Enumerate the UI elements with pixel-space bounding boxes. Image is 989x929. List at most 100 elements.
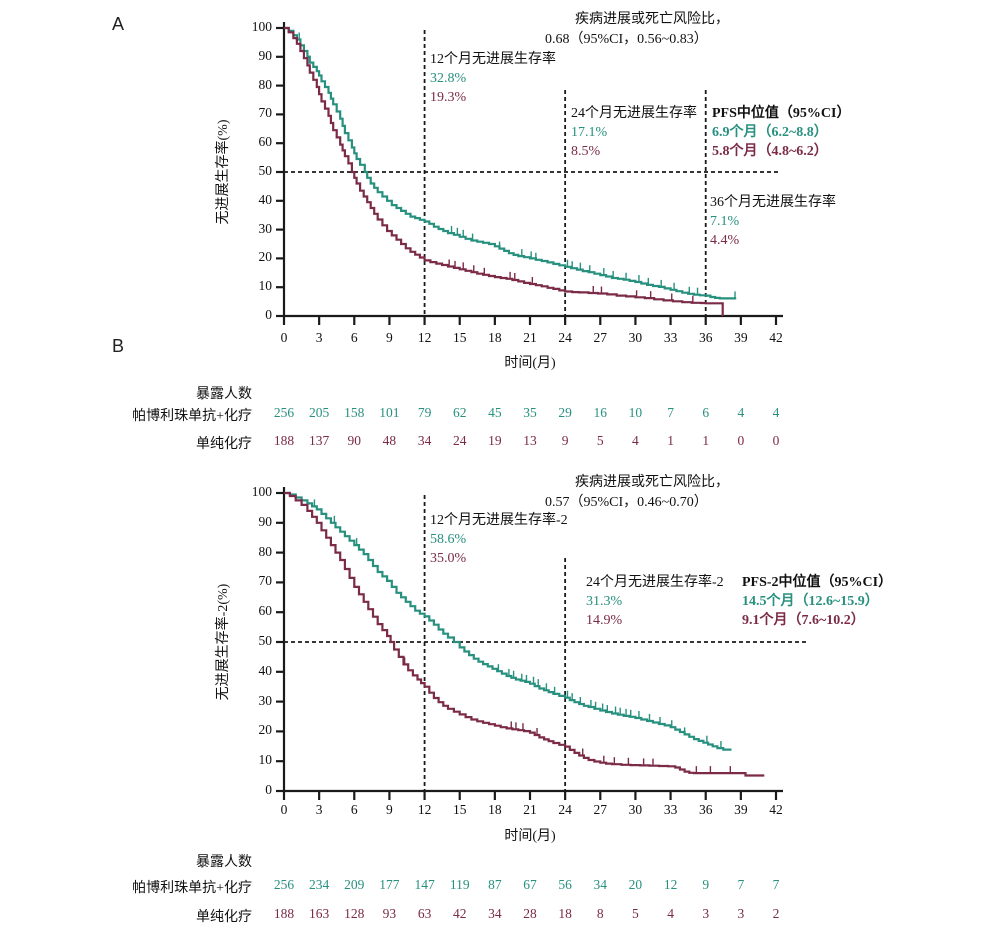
risk-table-value: 79 — [417, 405, 432, 420]
panel-b-24mo-title: 24个月无进展生存率-2 — [586, 575, 724, 590]
y-tick-label: 90 — [258, 513, 273, 529]
risk-table-row-label: 单纯化疗 — [196, 437, 252, 452]
y-tick-label: 10 — [258, 278, 273, 294]
x-tick-label: 18 — [488, 802, 502, 817]
panel-a-label: A — [112, 14, 125, 34]
y-tick-label: 70 — [258, 105, 273, 121]
risk-table-value: 4 — [737, 405, 745, 420]
panel-a-36mo-maroon-value: 4.4% — [710, 233, 740, 248]
risk-table-value: 188 — [273, 433, 295, 448]
x-tick-label: 6 — [350, 330, 358, 345]
risk-table-value: 34 — [593, 877, 608, 892]
panel-b-24mo-annotation: 24个月无进展生存率-2 31.3% 14.9% — [586, 573, 724, 630]
y-tick-label: 60 — [258, 134, 273, 150]
panel-b-24mo-maroon-value: 14.9% — [586, 613, 623, 628]
x-tick-label: 12 — [417, 330, 432, 345]
risk-table-value: 1 — [702, 433, 710, 448]
x-tick-label: 3 — [315, 802, 323, 817]
risk-table-value: 0 — [737, 433, 745, 448]
risk-table-value: 4 — [667, 906, 674, 921]
panel-a-median-annotation: PFS中位值（95%CI） 6.9个月（6.2~8.8） 5.8个月（4.8~6… — [712, 104, 850, 161]
panel-b-12mo-teal-value: 58.6% — [430, 532, 467, 547]
y-tick-label: 0 — [265, 307, 272, 322]
panel-b-x-axis-title: 时间(月) — [504, 829, 556, 844]
risk-table-value: 177 — [379, 877, 400, 892]
risk-table-value: 16 — [593, 405, 608, 420]
x-tick-label: 0 — [280, 802, 288, 817]
risk-table-value: 12 — [663, 877, 678, 892]
panel-a-hr-line1: 疾病进展或死亡风险比， — [575, 12, 729, 27]
panel-a-36mo-title: 36个月无进展生存率 — [710, 195, 836, 210]
x-tick-label: 0 — [280, 330, 288, 345]
panel-a-36mo-teal-value: 7.1% — [710, 214, 740, 229]
risk-table-value: 3 — [702, 906, 710, 921]
x-tick-label: 21 — [523, 330, 537, 345]
risk-table-value: 1 — [667, 433, 674, 448]
x-tick-label: 6 — [350, 802, 358, 817]
x-tick-label: 15 — [452, 802, 467, 817]
panel-b-label: B — [112, 336, 125, 356]
panel-b-median-maroon-value: 9.1个月（7.6~10.2） — [742, 613, 865, 628]
y-tick-label: 50 — [258, 163, 273, 178]
risk-table-value: 28 — [523, 906, 537, 921]
panel-b-12mo-annotation: 12个月无进展生存率-2 58.6% 35.0% — [430, 511, 568, 568]
panel-b-12mo-title: 12个月无进展生存率-2 — [430, 513, 568, 528]
risk-table-value: 93 — [382, 906, 397, 921]
y-tick-label: 90 — [258, 47, 273, 63]
risk-table-value: 4 — [632, 433, 639, 448]
risk-table-value: 7 — [737, 877, 745, 892]
y-tick-label: 0 — [265, 782, 272, 797]
x-tick-label: 36 — [698, 330, 713, 345]
panel-a-24mo-maroon-value: 8.5% — [571, 144, 601, 159]
panel-a-12mo-title: 12个月无进展生存率 — [430, 52, 556, 67]
risk-table-value: 0 — [772, 433, 780, 448]
risk-table-value: 128 — [344, 906, 365, 921]
risk-table-value: 45 — [488, 405, 502, 420]
y-tick-label: 100 — [251, 19, 272, 34]
risk-table-value: 10 — [628, 405, 643, 420]
risk-table-value: 63 — [417, 906, 432, 921]
y-tick-label: 20 — [258, 249, 273, 265]
risk-table-value: 188 — [273, 906, 295, 921]
risk-table-value: 2 — [772, 906, 780, 921]
risk-table-value: 5 — [596, 433, 604, 448]
risk-table-value: 9 — [561, 433, 569, 448]
panel-b-hr-line1: 疾病进展或死亡风险比， — [575, 475, 729, 490]
risk-table-value: 147 — [414, 877, 435, 892]
risk-table-value: 256 — [273, 877, 295, 892]
risk-table-value: 158 — [344, 405, 365, 420]
panel-a-36mo-annotation: 36个月无进展生存率 7.1% 4.4% — [710, 193, 836, 250]
x-tick-label: 21 — [523, 802, 537, 817]
risk-table-value: 119 — [449, 877, 470, 892]
risk-table-header: 暴露人数 — [196, 387, 252, 402]
km-curve-maroon — [284, 26, 724, 316]
risk-table-value: 9 — [702, 877, 710, 892]
risk-table-value: 42 — [452, 906, 467, 921]
x-tick-label: 33 — [663, 330, 678, 345]
x-tick-label: 33 — [663, 802, 678, 817]
risk-table-value: 137 — [309, 433, 330, 448]
panel-a-median-title: PFS中位值（95%CI） — [712, 106, 851, 121]
risk-table-value: 87 — [488, 877, 502, 892]
panel-a-x-axis-title: 时间(月) — [504, 356, 556, 371]
risk-table-value: 6 — [702, 405, 710, 420]
x-tick-label: 30 — [628, 802, 643, 817]
x-tick-label: 27 — [593, 330, 608, 345]
panel-a-median-maroon-value: 5.8个月（4.8~6.2） — [712, 144, 828, 159]
panel-a-12mo-teal-value: 32.8% — [430, 71, 467, 86]
y-tick-label: 10 — [258, 752, 273, 768]
y-tick-label: 30 — [258, 220, 273, 236]
y-tick-label: 80 — [258, 76, 273, 92]
x-tick-label: 39 — [734, 802, 748, 817]
risk-table-value: 5 — [632, 906, 639, 921]
risk-table-value: 256 — [273, 405, 295, 420]
risk-table-row-label: 单纯化疗 — [196, 910, 252, 925]
risk-table-row-label: 帕博利珠单抗+化疗 — [132, 409, 252, 424]
x-tick-label: 9 — [386, 330, 393, 345]
panel-a-median-teal-value: 6.9个月（6.2~8.8） — [712, 125, 828, 140]
panel-a-24mo-teal-value: 17.1% — [571, 125, 608, 140]
y-tick-label: 30 — [258, 692, 273, 708]
x-tick-label: 9 — [386, 802, 393, 817]
